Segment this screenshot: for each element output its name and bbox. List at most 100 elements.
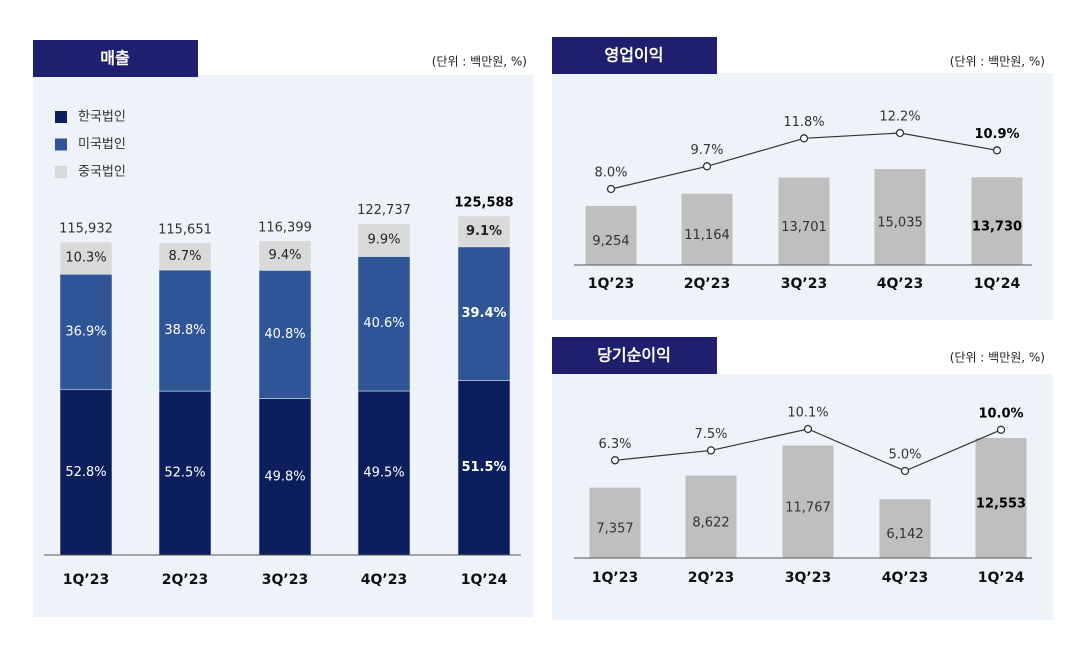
bar-segment bbox=[457, 246, 511, 381]
line-point bbox=[992, 146, 1002, 155]
x-tick-label: 1Q’23 bbox=[588, 276, 634, 292]
line-label: 12.2% bbox=[879, 110, 920, 125]
chart-title: 영업이익 bbox=[605, 46, 664, 65]
title-box bbox=[552, 337, 717, 374]
bar bbox=[681, 193, 733, 265]
legend-label: 중국법인 bbox=[78, 165, 126, 180]
x-tick-label: 2Q’23 bbox=[162, 572, 208, 588]
bar bbox=[879, 499, 931, 558]
bar-label: 7,357 bbox=[596, 521, 633, 536]
bar-label: 13,730 bbox=[972, 220, 1022, 235]
bar bbox=[874, 169, 926, 265]
bar-label: 11,164 bbox=[684, 228, 730, 243]
segment-label: 38.8% bbox=[164, 323, 205, 338]
x-tick-label: 2Q’23 bbox=[684, 276, 730, 292]
bar-label: 6,142 bbox=[886, 527, 923, 542]
x-tick-label: 1Q’24 bbox=[978, 570, 1025, 586]
bar-label: 15,035 bbox=[877, 216, 923, 231]
legend-swatch bbox=[55, 166, 67, 178]
bar bbox=[685, 475, 737, 558]
bar bbox=[971, 177, 1023, 265]
total-label: 115,651 bbox=[158, 222, 212, 237]
x-tick-label: 4Q’23 bbox=[882, 570, 928, 586]
segment-label: 9.4% bbox=[268, 248, 301, 263]
total-label: 116,399 bbox=[258, 220, 312, 235]
total-label: 115,932 bbox=[59, 222, 113, 237]
segment-label: 40.8% bbox=[264, 327, 305, 342]
bar bbox=[782, 445, 834, 558]
x-tick-label: 1Q’23 bbox=[592, 570, 638, 586]
segment-label: 39.4% bbox=[461, 306, 506, 321]
title-box bbox=[33, 40, 198, 77]
bar-label: 8,622 bbox=[692, 515, 729, 530]
segment-label: 52.5% bbox=[164, 466, 205, 481]
segment-label: 51.5% bbox=[461, 460, 506, 475]
bar-segment bbox=[158, 242, 212, 271]
unit: (단위 : 백만원, %) bbox=[950, 55, 1045, 69]
x-tick-label: 4Q’23 bbox=[361, 572, 407, 588]
bar-segment bbox=[357, 390, 411, 556]
bar-segment bbox=[158, 390, 212, 556]
bar bbox=[589, 487, 641, 558]
bar-segment bbox=[457, 380, 511, 556]
line-label: 6.3% bbox=[598, 437, 631, 452]
total-label: 125,588 bbox=[454, 196, 513, 211]
segment-label: 40.6% bbox=[363, 316, 404, 331]
bar-segment bbox=[258, 240, 312, 271]
line-point bbox=[610, 456, 620, 465]
bar-label: 13,701 bbox=[781, 220, 827, 235]
segment-label: 9.9% bbox=[367, 233, 400, 248]
line-label: 5.0% bbox=[888, 448, 921, 463]
title-box bbox=[552, 37, 717, 74]
bar-label: 11,767 bbox=[785, 500, 831, 515]
x-tick-label: 3Q’23 bbox=[262, 572, 308, 588]
x-tick-label: 1Q’23 bbox=[63, 572, 109, 588]
line-point bbox=[895, 128, 905, 138]
legend-label: 한국법인 bbox=[78, 110, 126, 125]
x-tick-label: 1Q’24 bbox=[974, 276, 1021, 292]
segment-label: 8.7% bbox=[168, 249, 201, 264]
segment-label: 9.1% bbox=[466, 224, 502, 239]
legend-swatch bbox=[55, 111, 67, 123]
segment-label: 10.3% bbox=[65, 251, 106, 266]
line-point bbox=[799, 134, 809, 143]
bar-segment bbox=[457, 215, 511, 248]
line-label: 11.8% bbox=[783, 115, 824, 130]
bar bbox=[585, 205, 637, 265]
total-label: 122,737 bbox=[357, 203, 411, 218]
line-point bbox=[706, 446, 716, 455]
bar-segment bbox=[258, 270, 312, 399]
bar-segment bbox=[158, 269, 212, 392]
segment-label: 49.5% bbox=[363, 466, 404, 481]
chart-title: 매출 bbox=[100, 49, 130, 68]
segment-label: 52.8% bbox=[65, 465, 106, 480]
legend-swatch bbox=[55, 138, 67, 151]
line-label: 10.1% bbox=[787, 406, 828, 421]
bar bbox=[778, 177, 830, 265]
line-label: 8.0% bbox=[594, 166, 627, 181]
bar-segment bbox=[357, 223, 411, 257]
legend-label: 미국법인 bbox=[78, 137, 126, 152]
bar-segment bbox=[59, 241, 113, 275]
x-tick-label: 2Q’23 bbox=[688, 570, 734, 586]
line-label: 10.0% bbox=[978, 406, 1023, 421]
chart-title: 당기순이익 bbox=[597, 346, 671, 365]
segment-label: 36.9% bbox=[65, 325, 106, 340]
x-tick-label: 3Q’23 bbox=[785, 570, 831, 586]
line-point bbox=[996, 425, 1006, 434]
bar-segment bbox=[258, 398, 312, 556]
x-tick-label: 1Q’24 bbox=[461, 572, 508, 588]
segment-label: 49.8% bbox=[264, 469, 305, 484]
line-point bbox=[803, 424, 813, 434]
line-label: 9.7% bbox=[690, 143, 723, 158]
bar bbox=[975, 438, 1027, 558]
line-point bbox=[702, 162, 712, 171]
unit: (단위 : 백만원, %) bbox=[950, 351, 1045, 365]
line-label: 10.9% bbox=[974, 127, 1019, 142]
line-label: 7.5% bbox=[694, 427, 727, 442]
bar-segment bbox=[357, 256, 411, 392]
line-point bbox=[900, 466, 910, 476]
x-tick-label: 4Q’23 bbox=[877, 276, 923, 292]
bar-label: 9,254 bbox=[592, 234, 629, 249]
